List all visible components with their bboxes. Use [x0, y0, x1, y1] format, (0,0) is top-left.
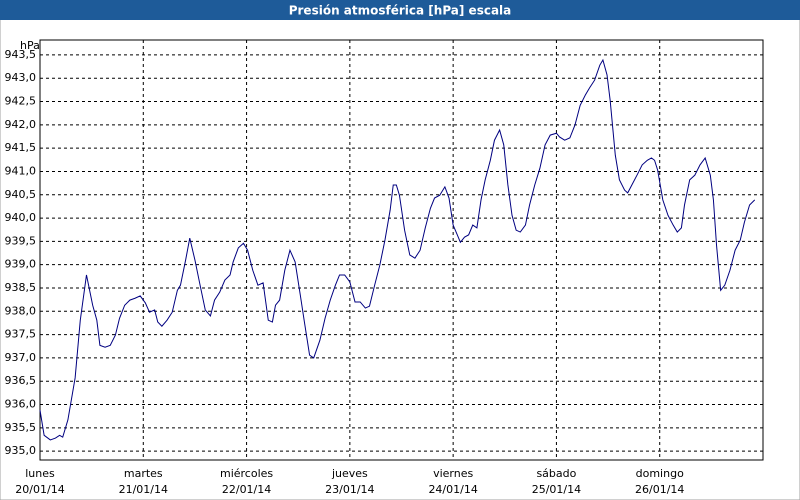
y-tick-label: 938,5 — [5, 281, 37, 294]
x-tick-date: 20/01/14 — [15, 483, 64, 496]
x-tick-date: 22/01/14 — [222, 483, 271, 496]
plot-area — [39, 39, 764, 461]
y-tick-label: 942,0 — [5, 118, 37, 131]
x-tick-label: miércoles — [220, 467, 273, 480]
y-tick-label: 937,0 — [5, 351, 37, 364]
x-tick-date: 21/01/14 — [119, 483, 168, 496]
y-tick-label: 941,0 — [5, 164, 37, 177]
y-tick-label: 937,5 — [5, 328, 37, 341]
y-tick-label: 939,0 — [5, 258, 37, 271]
y-tick-label: 940,5 — [5, 188, 37, 201]
x-tick-date: 23/01/14 — [325, 483, 374, 496]
title-bar — [0, 0, 800, 20]
y-tick-label: 941,5 — [5, 141, 37, 154]
y-tick-label: 943,5 — [5, 48, 37, 61]
y-tick-label: 935,0 — [5, 444, 37, 457]
x-tick-label: domingo — [636, 467, 684, 480]
x-tick-label: lunes — [25, 467, 55, 480]
x-tick-label: martes — [124, 467, 163, 480]
y-tick-label: 943,0 — [5, 71, 37, 84]
x-tick-date: 25/01/14 — [532, 483, 581, 496]
y-unit: hPa — [20, 39, 40, 52]
y-tick-label: 936,5 — [5, 374, 37, 387]
pressure-line — [39, 58, 756, 441]
plot-border — [39, 39, 764, 461]
x-tick-label: sábado — [536, 467, 576, 480]
x-tick-label: viernes — [433, 467, 473, 480]
x-tick-date: 24/01/14 — [428, 483, 477, 496]
y-tick-label: 942,5 — [5, 95, 37, 108]
chart-title: Presión atmosférica [hPa] escala — [289, 4, 512, 18]
y-tick-label: 935,5 — [5, 421, 37, 434]
x-tick-date: 26/01/14 — [635, 483, 684, 496]
y-tick-label: 938,0 — [5, 304, 37, 317]
y-tick-label: 939,5 — [5, 234, 37, 247]
y-tick-label: 940,0 — [5, 211, 37, 224]
x-tick-label: jueves — [331, 467, 368, 480]
y-tick-label: 936,0 — [5, 398, 37, 411]
